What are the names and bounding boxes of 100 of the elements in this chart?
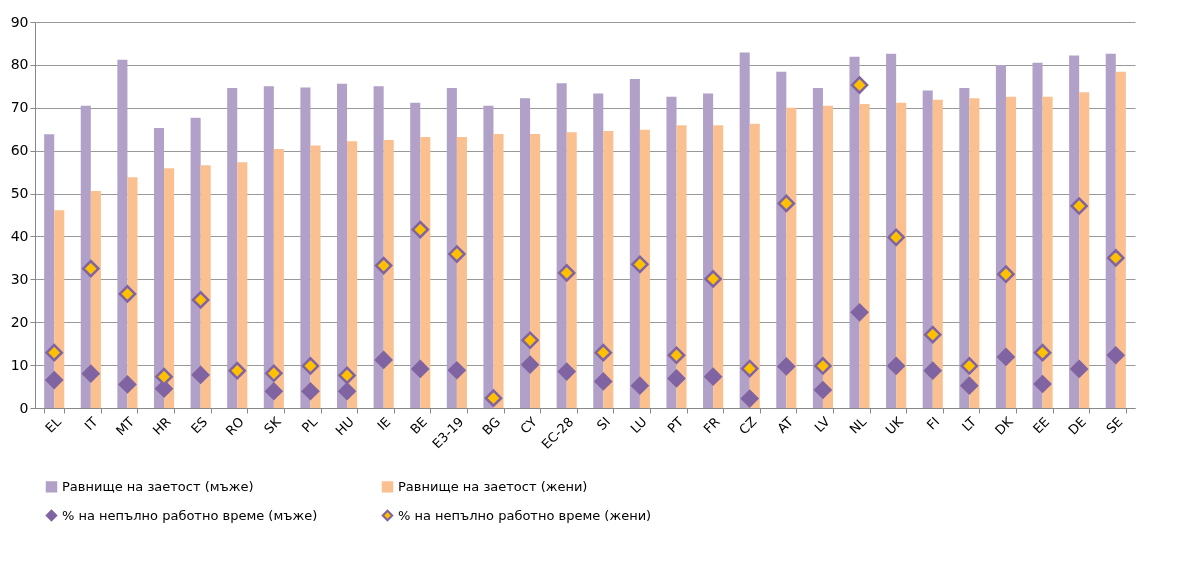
point bbox=[191, 291, 210, 309]
bar bbox=[190, 117, 201, 408]
x-tick-label: EL bbox=[42, 413, 65, 436]
point bbox=[411, 220, 430, 239]
bar bbox=[153, 127, 165, 408]
y-tick-label: 40 bbox=[10, 227, 29, 244]
point bbox=[374, 351, 393, 369]
y-tick-label: 70 bbox=[10, 99, 29, 116]
bar bbox=[127, 177, 138, 408]
x-tick-label: LT bbox=[958, 414, 980, 435]
bar bbox=[995, 64, 1006, 408]
bar bbox=[237, 162, 248, 408]
point bbox=[1033, 343, 1052, 362]
point bbox=[1106, 249, 1125, 267]
point bbox=[45, 343, 64, 362]
bar bbox=[1105, 53, 1116, 408]
x-tick-label: RO bbox=[222, 414, 247, 439]
x-tick-label: PT bbox=[664, 414, 687, 436]
bar bbox=[666, 96, 677, 408]
legend-label: % на непълно работно време (мъже) bbox=[62, 507, 318, 523]
point bbox=[484, 389, 503, 407]
point bbox=[887, 357, 905, 375]
bar bbox=[300, 87, 311, 408]
point bbox=[374, 256, 393, 275]
point bbox=[631, 255, 649, 274]
point bbox=[923, 361, 942, 380]
point bbox=[1070, 197, 1089, 215]
x-tick-label: DE bbox=[1065, 414, 1089, 438]
point bbox=[667, 369, 686, 388]
point bbox=[338, 382, 356, 401]
bar bbox=[493, 133, 504, 408]
bar bbox=[603, 130, 614, 408]
bar bbox=[639, 129, 650, 408]
bar bbox=[420, 136, 431, 408]
bar bbox=[713, 125, 724, 408]
bar bbox=[373, 86, 384, 408]
point bbox=[81, 364, 100, 383]
point bbox=[118, 375, 137, 394]
y-tick-label: 20 bbox=[10, 313, 29, 330]
bar bbox=[446, 88, 457, 408]
bar bbox=[859, 103, 870, 408]
bar bbox=[410, 102, 421, 408]
y-tick-label: 60 bbox=[10, 142, 29, 159]
bar bbox=[776, 71, 787, 408]
x-tick-label: AT bbox=[774, 414, 797, 436]
x-tick-label: BG bbox=[479, 414, 504, 438]
point bbox=[118, 285, 137, 303]
x-tick-label: HR bbox=[149, 414, 174, 438]
point bbox=[850, 303, 869, 322]
bar bbox=[556, 83, 567, 408]
point bbox=[557, 264, 576, 282]
point bbox=[704, 270, 722, 288]
point bbox=[960, 357, 979, 375]
bar bbox=[456, 136, 467, 408]
point bbox=[740, 359, 759, 378]
point bbox=[1070, 360, 1089, 378]
bar bbox=[593, 93, 604, 408]
point bbox=[777, 194, 796, 213]
point bbox=[887, 228, 905, 247]
point bbox=[777, 357, 796, 376]
bar bbox=[959, 88, 970, 408]
legend-label: Равнище на заетост (жени) bbox=[398, 478, 588, 494]
bar bbox=[530, 133, 541, 408]
point bbox=[1033, 375, 1052, 393]
x-tick-label: MT bbox=[112, 414, 138, 439]
x-tick-label: IT bbox=[81, 414, 101, 434]
y-tick-label: 90 bbox=[10, 13, 29, 30]
x-tick-label: ES bbox=[188, 414, 211, 437]
bar bbox=[383, 139, 394, 408]
bar bbox=[1069, 55, 1080, 408]
x-tick-label: FR bbox=[700, 414, 723, 437]
bar bbox=[273, 148, 284, 408]
x-tick-label: EE bbox=[1030, 414, 1053, 437]
bar bbox=[676, 125, 687, 408]
x-tick-label: SK bbox=[261, 413, 284, 437]
bar bbox=[117, 59, 128, 408]
y-tick-label: 30 bbox=[10, 270, 29, 287]
bar bbox=[310, 145, 321, 408]
x-tick-label: IE bbox=[374, 414, 394, 434]
point bbox=[740, 389, 759, 408]
point bbox=[923, 325, 942, 344]
point bbox=[411, 360, 430, 378]
x-tick-label: DK bbox=[991, 413, 1016, 438]
bar bbox=[812, 88, 823, 408]
bar bbox=[483, 105, 494, 408]
bar bbox=[849, 56, 860, 408]
point bbox=[448, 361, 466, 380]
x-tick-label: SE bbox=[1103, 414, 1126, 437]
bar bbox=[227, 88, 238, 408]
x-tick-label: LV bbox=[811, 414, 833, 436]
x-tick-label: LU bbox=[627, 414, 650, 437]
point bbox=[191, 366, 210, 384]
legend-label: % на непълно работно време (жени) bbox=[398, 507, 652, 523]
bar bbox=[969, 98, 980, 408]
y-tick-label: 80 bbox=[10, 56, 29, 73]
x-tick-label: UK bbox=[882, 413, 907, 438]
y-tick-label: 0 bbox=[19, 399, 29, 416]
bar bbox=[263, 86, 274, 408]
y-tick-label: 50 bbox=[10, 185, 29, 202]
bar bbox=[54, 210, 65, 408]
